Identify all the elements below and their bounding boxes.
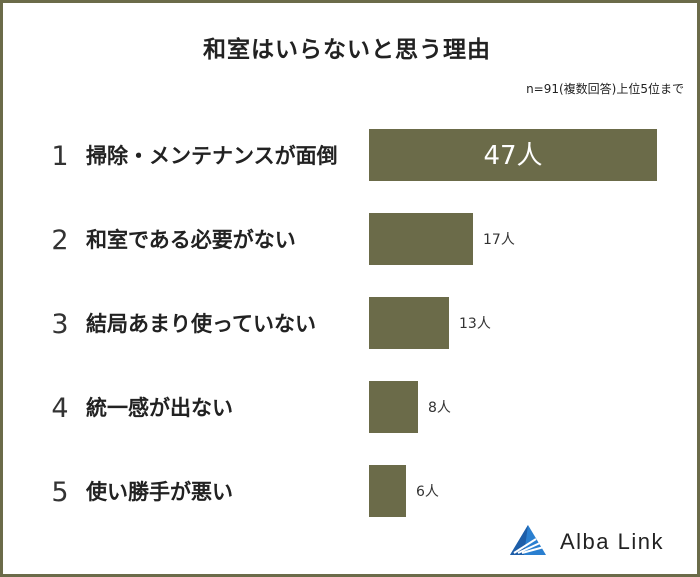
logo-text: Alba Link [560, 529, 665, 554]
sample-note: n=91(複数回答)上位5位まで [526, 82, 684, 96]
category-label: 統一感が出ない [86, 396, 233, 420]
rank-label: 5 [51, 477, 68, 508]
bar [369, 381, 418, 433]
rank-label: 2 [51, 225, 68, 256]
category-label: 使い勝手が悪い [85, 480, 233, 504]
bar [369, 213, 473, 265]
value-label: 6人 [416, 484, 439, 500]
value-label: 47人 [483, 141, 542, 171]
category-label: 和室である必要がない [86, 228, 296, 252]
category-label: 結局あまり使っていない [86, 312, 316, 336]
rank-label: 3 [51, 309, 68, 340]
bar [369, 129, 657, 181]
value-label: 13人 [459, 316, 491, 332]
alba-link-logo: Alba Link [506, 519, 686, 563]
logo-mark-icon [510, 525, 546, 555]
bar [369, 465, 406, 517]
bar [369, 297, 449, 349]
rank-label: 1 [51, 141, 68, 172]
value-label: 17人 [483, 232, 515, 248]
chart-title: 和室はいらないと思う理由 [203, 37, 491, 63]
rank-label: 4 [51, 393, 68, 424]
value-label: 8人 [428, 400, 451, 416]
category-label: 掃除・メンテナンスが面倒 [86, 144, 338, 168]
